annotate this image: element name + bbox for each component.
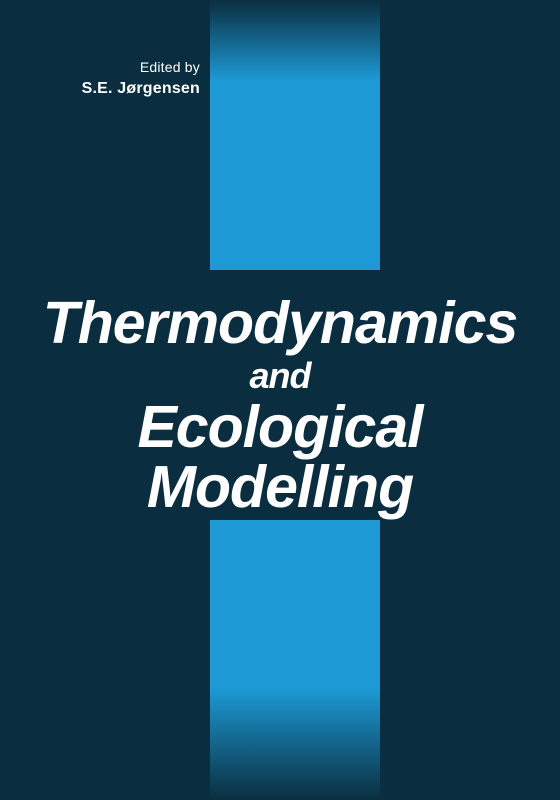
- book-cover: Edited by S.E. Jørgensen Thermodynamics …: [0, 0, 560, 800]
- edited-by-label: Edited by: [60, 58, 200, 78]
- vertical-stripe-bottom: [210, 520, 380, 800]
- vertical-stripe-top: [210, 0, 380, 270]
- title-line-1: Thermodynamics: [0, 293, 560, 355]
- editor-name: S.E. Jørgensen: [60, 78, 200, 100]
- title-line-3: Ecological: [0, 397, 560, 459]
- title-block: Thermodynamics and Ecological Modelling: [0, 293, 560, 519]
- editor-block: Edited by S.E. Jørgensen: [60, 58, 200, 100]
- title-line-2: and: [0, 357, 560, 395]
- title-line-4: Modelling: [0, 457, 560, 519]
